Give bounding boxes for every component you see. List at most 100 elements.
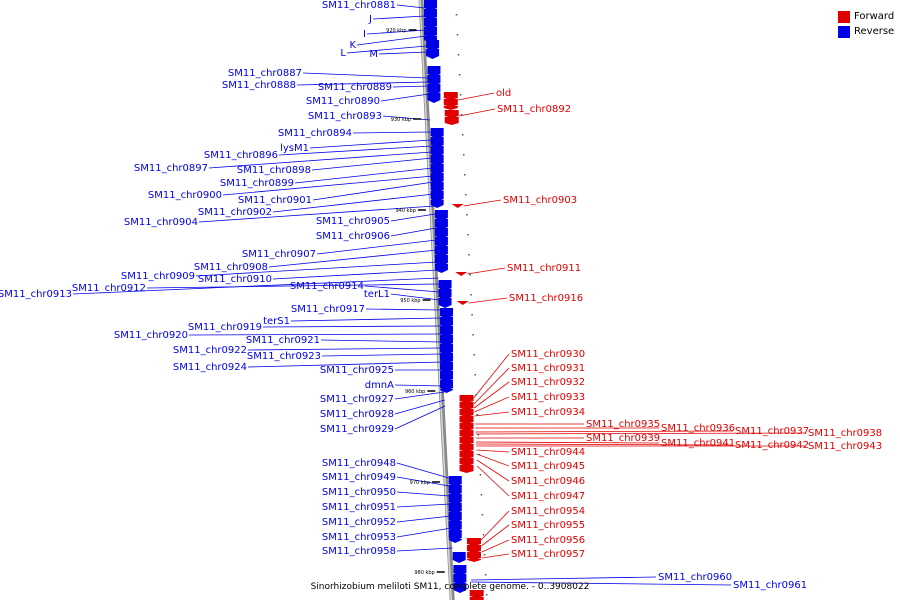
forward-gene-glyph xyxy=(459,437,474,445)
lane-dot xyxy=(482,534,485,536)
forward-gene-glyph xyxy=(459,465,474,473)
reverse-gene-label: SM11_chr0953 xyxy=(322,532,396,543)
reverse-leader-line xyxy=(364,285,440,293)
reverse-gene-glyph xyxy=(434,246,448,257)
lane-dot xyxy=(461,134,464,136)
reverse-gene-label: SM11_chr0927 xyxy=(320,394,394,405)
reverse-gene-glyph xyxy=(434,228,448,239)
reverse-gene-glyph xyxy=(438,298,452,308)
reverse-gene-label: SM11_chr0921 xyxy=(246,335,320,346)
reverse-gene-label: SM11_chr0914 xyxy=(290,281,364,292)
reverse-leader-line xyxy=(247,347,443,351)
reverse-gene-label: SM11_chr0900 xyxy=(148,190,222,201)
forward-gene-glyph xyxy=(459,409,474,417)
forward-gene-label: SM11_chr0903 xyxy=(503,195,577,206)
reverse-gene-glyph xyxy=(448,494,462,505)
reverse-gene-glyph xyxy=(448,539,462,543)
reverse-gene-label: SM11_chr0924 xyxy=(173,362,247,373)
reverse-leader-line xyxy=(396,503,451,508)
forward-leader-line xyxy=(468,297,508,304)
reverse-gene-glyph xyxy=(440,344,454,355)
reverse-gene-label: terS1 xyxy=(263,316,290,327)
reverse-gene-glyph xyxy=(440,308,454,319)
forward-leader-line xyxy=(473,353,510,399)
reverse-leader-line xyxy=(396,547,453,552)
lane-dot xyxy=(469,274,471,276)
reverse-leader-line xyxy=(222,175,434,196)
lane-dot xyxy=(476,414,479,416)
reverse-gene-label: SM11_chr0928 xyxy=(320,409,394,420)
lane-dot xyxy=(474,374,476,376)
reverse-gene-glyph xyxy=(440,362,454,373)
reverse-gene-glyph xyxy=(453,583,467,593)
kbp-tick-label: 980 kbp xyxy=(414,570,434,576)
forward-gene-glyph xyxy=(459,423,474,431)
reverse-gene-label: SM11_chr0912 xyxy=(72,283,146,294)
forward-leader-line xyxy=(476,449,510,453)
reverse-gene-glyph xyxy=(448,530,462,541)
reverse-gene-label: SM11_chr0890 xyxy=(306,96,380,107)
forward-gene-label: SM11_chr0956 xyxy=(511,535,585,546)
reverse-gene-label: K xyxy=(349,40,356,51)
reverse-leader-line xyxy=(390,227,436,237)
forward-gene-label: SM11_chr0944 xyxy=(511,447,585,458)
reverse-leader-line xyxy=(72,277,439,295)
reverse-gene-label: SM11_chr0950 xyxy=(322,487,396,498)
reverse-leader-line xyxy=(309,139,432,149)
reverse-leader-line xyxy=(365,308,441,311)
reverse-leader-line xyxy=(302,72,429,79)
lane-dot xyxy=(464,174,466,176)
reverse-gene-label: I xyxy=(363,29,366,40)
reverse-gene-glyph xyxy=(448,521,462,532)
reverse-gene-glyph xyxy=(430,146,444,157)
reverse-gene-label: dmnA xyxy=(365,380,394,391)
forward-gene-label: SM11_chr0957 xyxy=(511,549,585,560)
forward-leader-line xyxy=(476,453,510,467)
reverse-gene-label: SM11_chr0922 xyxy=(173,345,247,356)
forward-leader-line xyxy=(474,396,510,413)
forward-gene-glyph xyxy=(456,301,469,305)
reverse-gene-label: SM11_chr0904 xyxy=(124,217,198,228)
reverse-gene-label: SM11_chr0887 xyxy=(228,68,302,79)
reverse-gene-glyph xyxy=(434,237,448,248)
forward-gene-glyph xyxy=(459,430,474,438)
reverse-gene-label: SM11_chr0905 xyxy=(316,216,390,227)
forward-leader-line xyxy=(481,539,510,553)
forward-gene-glyph xyxy=(459,395,474,403)
forward-gene-label: SM11_chr0916 xyxy=(509,293,583,304)
reverse-gene-label: SM11_chr0913 xyxy=(0,289,72,300)
lane-dot xyxy=(483,554,486,556)
lane-dot xyxy=(477,434,480,436)
reverse-leader-line xyxy=(311,157,433,171)
reverse-gene-label: SM11_chr0901 xyxy=(238,195,312,206)
lane-dot xyxy=(467,234,469,236)
reverse-leader-line xyxy=(146,283,439,289)
reverse-gene-glyph xyxy=(434,210,448,221)
reverse-leader-line xyxy=(262,325,441,328)
reverse-leader-line xyxy=(278,145,432,156)
forward-leader-line xyxy=(467,267,506,275)
reverse-leader-line xyxy=(272,193,435,213)
forward-gene-label: SM11_chr0931 xyxy=(511,363,585,374)
reverse-gene-label: SM11_chr0909 xyxy=(121,271,195,282)
reverse-gene-label: terL1 xyxy=(364,289,390,300)
forward-leader-line xyxy=(475,430,734,433)
kbp-tick-label: 950 kbp xyxy=(400,298,420,304)
forward-leader-line xyxy=(481,553,510,559)
reverse-gene-label: SM11_chr0894 xyxy=(278,128,352,139)
reverse-gene-label: SM11_chr0907 xyxy=(242,249,316,260)
reverse-gene-label: SM11_chr0951 xyxy=(322,502,396,513)
reverse-gene-label: SM11_chr0893 xyxy=(308,111,382,122)
reverse-gene-glyph xyxy=(430,200,444,208)
reverse-leader-line xyxy=(394,399,445,415)
reverse-gene-label: SM11_chr0898 xyxy=(237,165,311,176)
lane-dot xyxy=(456,34,459,36)
forward-gene-glyph xyxy=(444,110,459,118)
reverse-gene-glyph xyxy=(440,371,454,382)
reverse-gene-glyph xyxy=(440,326,454,337)
reverse-gene-label: SM11_chr0908 xyxy=(194,262,268,273)
lane-dot xyxy=(472,334,474,336)
forward-gene-glyph xyxy=(466,538,481,546)
